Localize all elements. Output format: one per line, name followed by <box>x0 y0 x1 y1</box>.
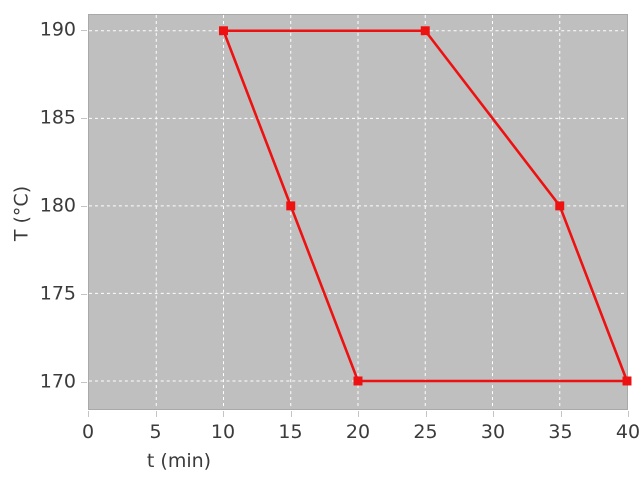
data-point-marker <box>555 201 565 211</box>
x-tick-mark <box>223 411 224 417</box>
x-tick-label: 20 <box>345 421 371 443</box>
x-tick-mark <box>493 411 494 417</box>
x-tick-label: 40 <box>615 421 640 443</box>
y-tick-label: 190 <box>39 18 76 41</box>
data-point-marker <box>353 376 363 386</box>
x-axis-label-text: t (min) <box>146 450 212 472</box>
y-tick-mark <box>81 117 87 119</box>
data-point-marker <box>219 26 228 36</box>
x-tick-label: 15 <box>278 421 303 443</box>
x-tick-mark <box>560 411 562 417</box>
plot-area <box>88 14 632 410</box>
y-tick-mark <box>81 293 87 295</box>
data-point-marker <box>420 26 430 36</box>
y-axis-label-text: T (°C) <box>10 185 33 242</box>
x-tick-mark <box>358 411 359 417</box>
x-tick-mark <box>425 411 427 417</box>
x-tick-label: 5 <box>149 421 162 443</box>
x-tick-mark <box>88 411 89 417</box>
y-axis-label: T (°C) <box>10 14 33 414</box>
data-point-marker <box>286 201 296 211</box>
x-axis-label: t (min) <box>0 452 640 471</box>
data-line <box>222 29 629 383</box>
x-tick-label: 30 <box>480 421 506 443</box>
x-tick-label: 25 <box>413 421 438 443</box>
y-tick-mark <box>81 29 87 31</box>
x-tick-mark <box>155 411 157 417</box>
x-tick-mark <box>628 411 629 417</box>
data-series-layer <box>219 26 632 386</box>
y-tick-label: 180 <box>39 194 76 217</box>
x-tick-mark <box>290 411 292 417</box>
gridlines-layer <box>89 15 627 409</box>
y-tick-label: 175 <box>39 282 76 305</box>
y-tick-label: 185 <box>39 106 76 129</box>
y-tick-mark <box>81 205 87 207</box>
x-tick-label: 0 <box>81 421 95 443</box>
y-tick-mark <box>81 381 87 383</box>
x-tick-label: 35 <box>548 421 573 443</box>
data-point-marker <box>622 376 632 386</box>
x-tick-label: 10 <box>210 421 236 443</box>
y-tick-label: 170 <box>39 370 76 393</box>
